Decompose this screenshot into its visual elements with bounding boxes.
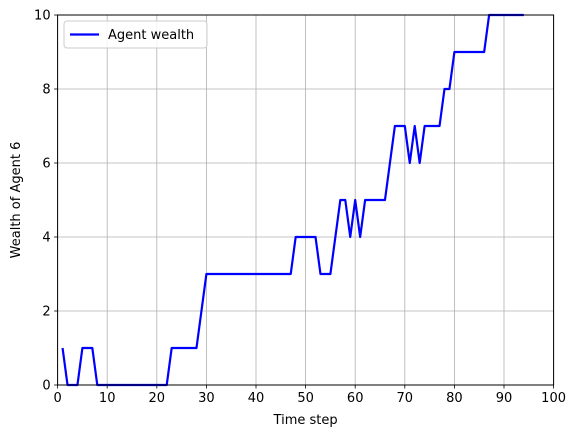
x-tick-label: 80 [446,391,463,406]
legend-label: Agent wealth [108,28,194,43]
x-tick-label: 10 [99,391,116,406]
y-tick-label: 6 [42,157,50,172]
y-tick-label: 0 [42,379,50,394]
x-tick-label: 100 [541,391,566,406]
x-tick-label: 90 [496,391,513,406]
y-axis-label: Wealth of Agent 6 [9,142,24,259]
y-axis: 0 2 4 6 8 10 [34,9,58,394]
x-tick-label: 30 [198,391,215,406]
y-tick-label: 2 [42,305,50,320]
x-tick-label: 20 [149,391,166,406]
y-tick-label: 10 [34,9,51,24]
legend: Agent wealth [63,20,208,49]
x-axis: 0 10 20 30 40 50 60 70 80 90 100 [53,385,566,406]
x-tick-label: 0 [53,391,61,406]
x-tick-label: 50 [297,391,314,406]
legend-box [63,20,208,49]
y-tick-label: 8 [42,83,50,98]
x-axis-label: Time step [273,413,338,428]
x-tick-label: 70 [397,391,414,406]
y-tick-label: 4 [42,231,50,246]
x-tick-label: 60 [347,391,364,406]
x-tick-label: 40 [248,391,265,406]
